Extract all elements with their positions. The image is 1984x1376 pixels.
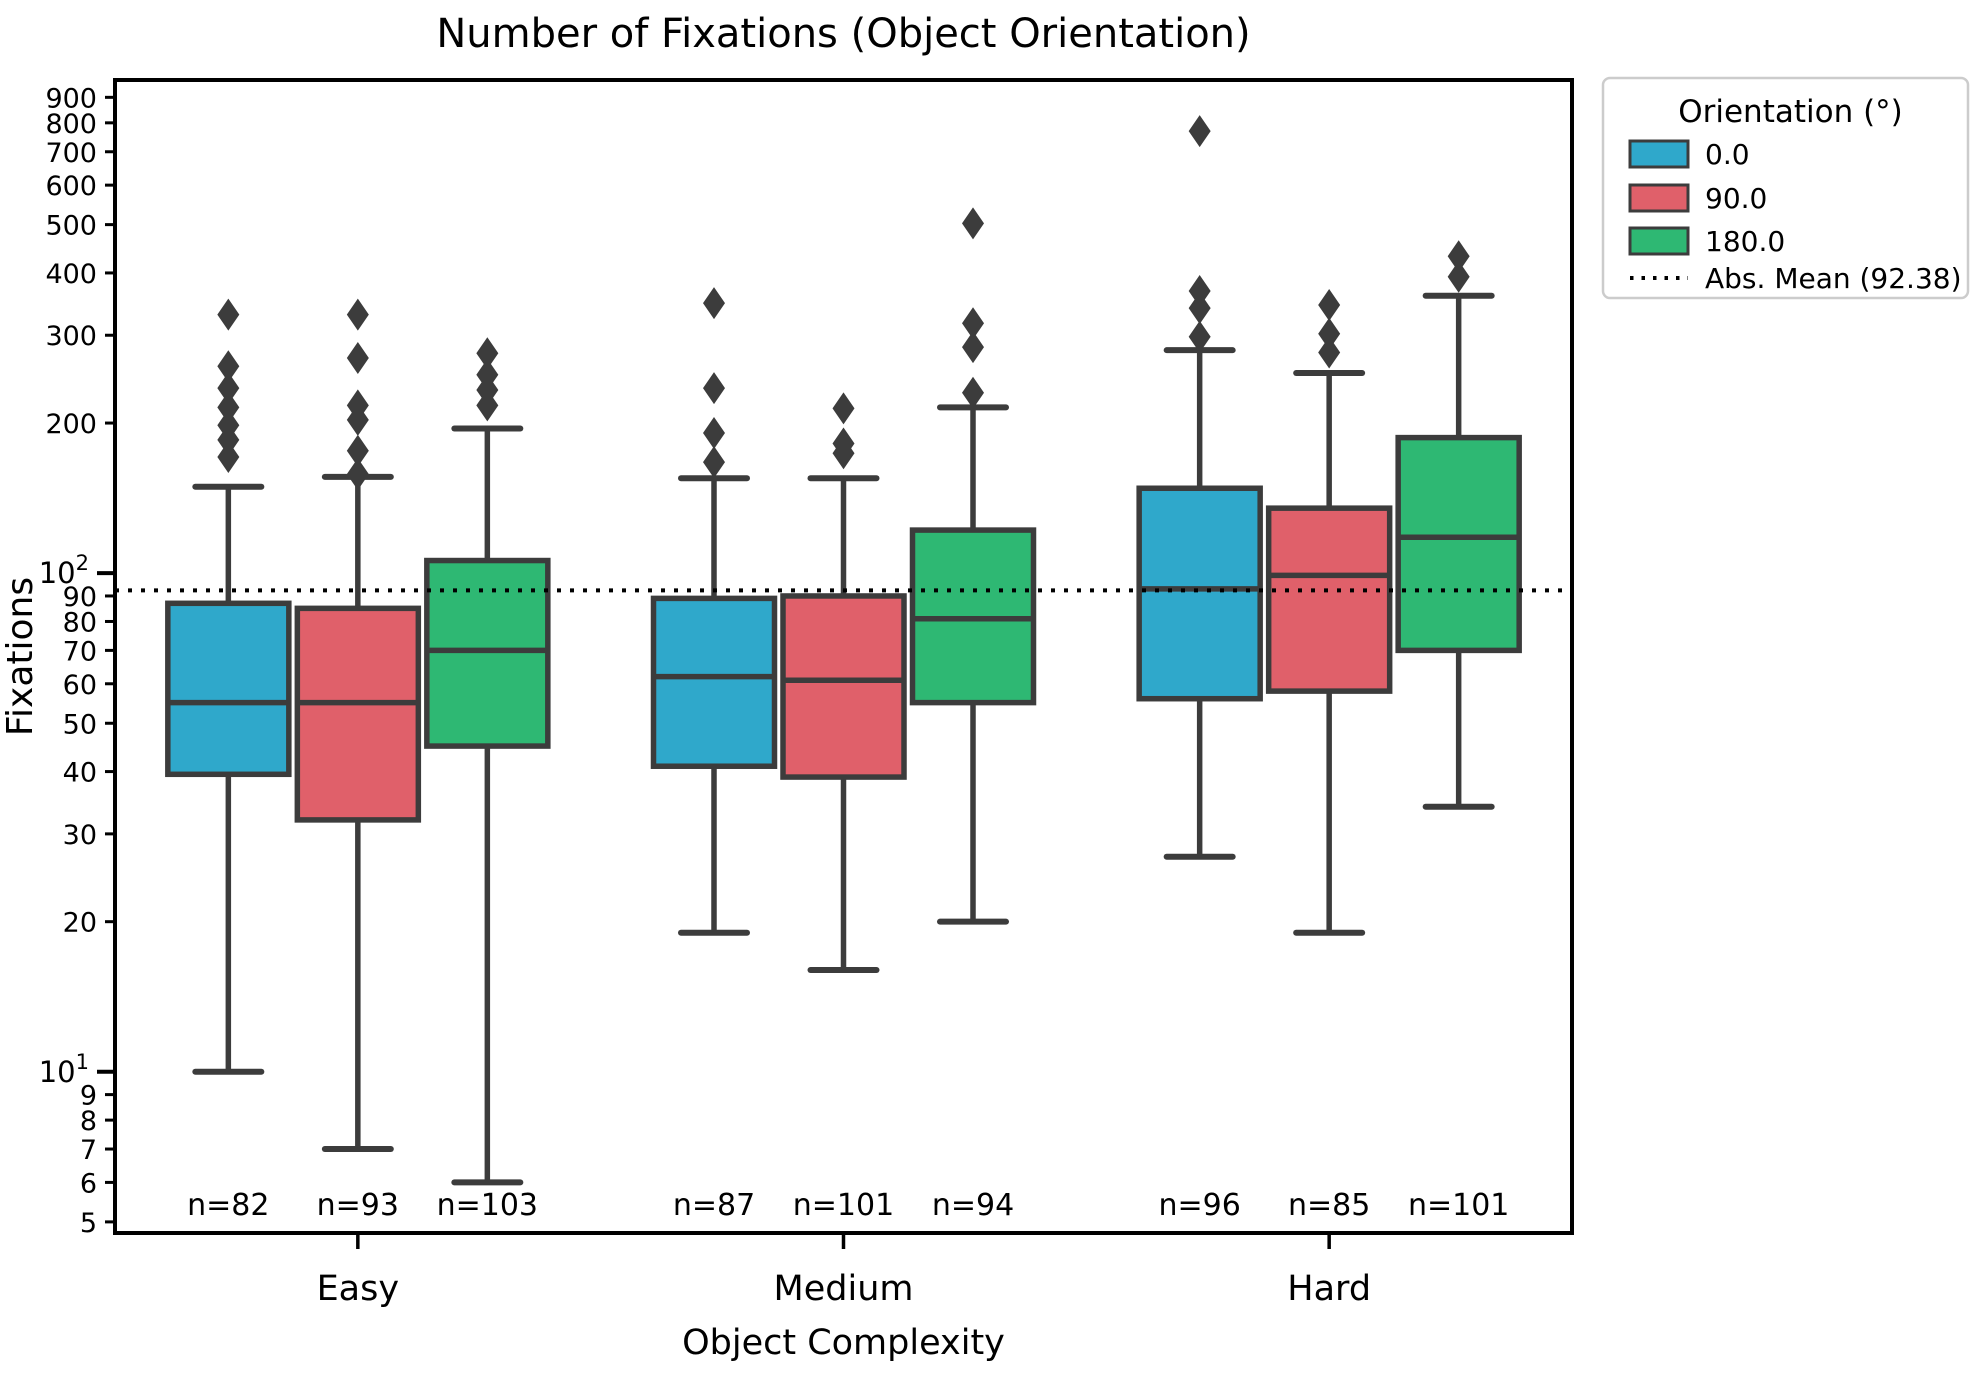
outlier-diamond-180.0-medium [962,207,984,240]
outlier-diamond-90.0-medium [832,392,855,425]
legend-box [1601,76,1970,300]
y-tick-label-6: 6 [80,1168,97,1199]
x-tick-label-hard: Hard [1287,1269,1371,1309]
y-tick-label-30: 30 [63,820,97,851]
n-count-label-0.0-easy: n=82 [187,1188,269,1223]
legend-title: Orientation (°) [1678,94,1903,130]
n-count-label-90.0-hard: n=85 [1288,1188,1370,1223]
y-tick-label-600: 600 [45,171,97,202]
outlier-diamond-180.0-hard [1447,240,1470,273]
box-90.0-medium [780,593,907,780]
y-tick-label-40: 40 [63,758,97,789]
y-tick-label-60: 60 [63,670,97,701]
outlier-diamond-0.0-hard [1188,292,1211,325]
legend-swatch-0.0 [1628,139,1690,169]
y-tick-label-800: 800 [45,109,97,140]
outlier-diamond-90.0-hard [1318,317,1341,350]
outlier-diamond-0.0-easy [217,372,240,405]
legend-swatch-90.0 [1628,183,1690,213]
y-tick-label-300: 300 [45,321,97,352]
box-0.0-hard [1136,485,1263,702]
box-90.0-hard [1265,505,1393,694]
axes-frame [113,78,1574,1235]
legend-label-0.0: 0.0 [1705,138,1750,171]
outlier-diamond-0.0-easy [217,350,240,383]
outlier-diamond-90.0-hard [1318,336,1341,369]
legend-label-180.0: 180.0 [1705,225,1785,258]
y-tick-label-900: 900 [45,83,97,114]
x-tick-label-medium: Medium [774,1269,914,1309]
box-0.0-easy [165,600,292,778]
legend-label-90.0: 90.0 [1705,182,1767,215]
outlier-diamond-90.0-easy [346,434,369,467]
box-180.0-easy [424,557,551,749]
y-tick-label-power: 102 [39,551,89,590]
y-tick-label-70: 70 [63,636,97,667]
outlier-diamond-0.0-medium [703,287,725,320]
y-tick-label-7: 7 [80,1135,97,1166]
y-tick-label-200: 200 [45,409,97,440]
box-90.0-easy [294,605,422,823]
y-tick-label-500: 500 [45,211,97,242]
outlier-diamond-0.0-hard [1188,115,1211,148]
outlier-diamond-0.0-hard [1188,320,1211,353]
box-0.0-medium [650,595,778,769]
outlier-diamond-180.0-medium [962,331,984,364]
outlier-diamond-90.0-medium [832,437,855,470]
outlier-diamond-0.0-hard [1188,275,1211,308]
x-tick-label-easy: Easy [317,1269,400,1309]
outlier-diamond-90.0-easy [346,403,369,436]
y-tick-label-400: 400 [45,259,97,290]
outlier-diamond-0.0-medium [703,417,725,450]
outlier-diamond-90.0-easy [346,458,369,491]
outlier-diamond-0.0-easy [217,440,240,473]
y-tick-label-power: 101 [39,1050,89,1089]
outlier-diamond-0.0-easy [217,423,240,456]
outlier-diamond-90.0-easy [346,298,369,331]
n-count-label-90.0-easy: n=93 [317,1188,399,1223]
y-tick-label-5: 5 [80,1208,97,1239]
box-180.0-hard [1395,434,1522,654]
y-tick-label-700: 700 [45,138,97,169]
outlier-diamond-180.0-hard [1447,260,1470,293]
n-count-label-0.0-hard: n=96 [1159,1188,1241,1223]
n-count-label-180.0-medium: n=94 [932,1188,1014,1223]
y-tick-label-50: 50 [63,709,97,740]
outlier-diamond-180.0-easy [476,337,499,370]
outlier-diamond-0.0-easy [217,391,240,424]
y-tick-label-80: 80 [63,607,97,638]
y-axis-label: Fixations [0,577,41,736]
x-axis-label: Object Complexity [682,1323,1005,1363]
outlier-diamond-180.0-medium [962,307,984,340]
outlier-diamond-0.0-medium [703,446,725,479]
outlier-diamond-0.0-medium [703,372,725,405]
outlier-diamond-180.0-medium [962,376,984,409]
n-count-label-90.0-medium: n=101 [793,1188,894,1223]
y-tick-label-90: 90 [63,582,97,613]
legend-swatch-180.0 [1628,226,1690,256]
y-tick-label-8: 8 [80,1106,97,1137]
n-count-label-180.0-easy: n=103 [437,1188,538,1223]
outlier-diamond-90.0-hard [1318,288,1341,321]
outlier-diamond-0.0-easy [217,298,240,331]
legend-label-abs-mean: Abs. Mean (92.38) [1705,262,1962,295]
outlier-diamond-90.0-easy [346,342,369,375]
y-tick-label-20: 20 [63,908,97,939]
n-count-label-0.0-medium: n=87 [673,1188,755,1223]
chart-title: Number of Fixations (Object Orientation) [436,11,1250,57]
outlier-diamond-180.0-easy [476,389,499,422]
y-tick-label-9: 9 [80,1081,97,1112]
n-count-label-180.0-hard: n=101 [1408,1188,1509,1223]
